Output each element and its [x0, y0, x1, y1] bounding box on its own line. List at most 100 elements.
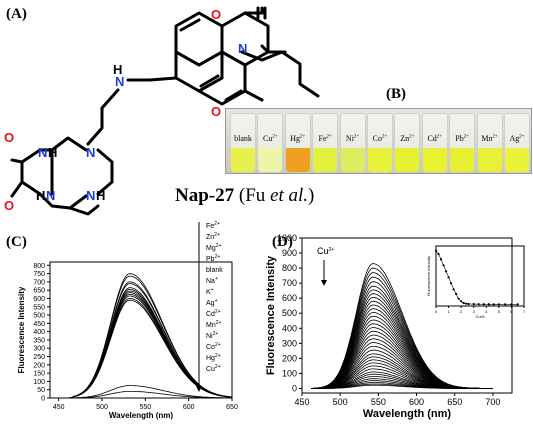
inset-point-0: [434, 249, 438, 252]
vial-3: Fe2+: [312, 113, 339, 173]
vial-liquid: [395, 148, 420, 172]
panel-label-b: (B): [386, 86, 406, 102]
y-tick-label: 300: [33, 346, 45, 353]
y-tick-label: 400: [282, 323, 297, 333]
y-tick-label: 100: [33, 379, 45, 386]
vial-label: Zn2+: [400, 134, 415, 143]
plot-frame: [49, 261, 233, 399]
inset-frame: [435, 245, 525, 307]
atom-n-ring-4-h: H: [96, 188, 105, 203]
y-tick-label: 200: [282, 353, 297, 363]
y-axis-label: Fluorescence Intensity: [17, 286, 26, 373]
inset-point-12: [465, 302, 468, 305]
vial-liquid: [258, 148, 283, 172]
y-tick-label: 600: [33, 296, 45, 303]
y-tick-label: 0: [292, 383, 297, 393]
vial-6: Zn2+: [394, 113, 421, 173]
atom-o-top: O: [211, 7, 221, 22]
naphthalimide-core: [174, 6, 320, 106]
compound-ref-italic: et al.: [270, 185, 309, 206]
legend-entry-6: K+: [206, 287, 214, 296]
inset-x-axis-label: Cu/H: [475, 314, 484, 319]
y-tick-label: 450: [33, 321, 45, 328]
x-tick-label: 650: [226, 404, 238, 411]
series-line-11: [63, 299, 233, 399]
legend-entry-10: Ni2+: [206, 331, 218, 340]
legend-entry-9: Mn2+: [206, 320, 222, 329]
inset-point-1: [437, 252, 440, 256]
vial-liquid: [285, 148, 310, 172]
inset-point-10: [460, 300, 463, 303]
vial-label: Ni2+: [345, 134, 360, 143]
inset-point-9: [457, 297, 460, 300]
inset-point-18: [492, 303, 495, 306]
inset-point-13: [467, 302, 470, 306]
y-tick-label: 300: [282, 338, 297, 348]
vial-label: Mn2+: [481, 134, 498, 143]
plot-frame: [301, 237, 513, 394]
compound-name: Nap-27: [175, 185, 235, 206]
y-tick-label: 500: [33, 313, 45, 320]
legend-entry-2: Mg2+: [206, 243, 222, 252]
x-tick-label: 700: [485, 397, 500, 407]
chemical-structure: O N O H N O O N H N H N N H: [4, 6, 320, 216]
vial-5: Co2+: [367, 113, 393, 173]
vial-10: Ag2+: [504, 113, 530, 173]
atom-n-ring-3: N: [46, 188, 55, 203]
vial-photo: blank Cu2+ Hg2+ Fe2+ Ni2+ Co2+ Zn2+ Cd2+ Pb2+ Mn2…: [225, 108, 532, 174]
legend-arrow-head: [196, 386, 202, 392]
atom-n-ring-1-h: H: [48, 145, 57, 160]
inset-point-7: [452, 288, 455, 291]
x-axis-label: Wavelength (nm): [109, 411, 173, 420]
vial-9: Mn2+: [476, 113, 503, 173]
inset-point-3: [442, 264, 445, 267]
inset-point-6: [449, 282, 453, 285]
vial-2: Hg2+: [284, 113, 311, 173]
chart-c: 450 500 550 600 6500501001502002503003504004…: [17, 221, 238, 420]
vial-liquid: [477, 148, 502, 172]
vial-8: Pb2+: [449, 113, 476, 173]
inset-x-tick-label: 4: [485, 309, 488, 314]
y-tick-label: 350: [33, 337, 45, 344]
vial-liquid: [340, 148, 365, 172]
vial-0: blank: [230, 113, 256, 173]
atom-n-ring-2: N: [86, 145, 95, 160]
y-tick-label: 800: [282, 263, 297, 273]
inset-point-8: [455, 292, 458, 296]
legend-entry-0: Fe2+: [206, 221, 220, 230]
x-tick-label: 550: [139, 404, 151, 411]
inset-x-tick-label: 7: [523, 309, 526, 314]
y-tick-label: 550: [33, 304, 45, 311]
series-line-13: [63, 391, 232, 399]
macrocycle: [10, 136, 114, 216]
y-tick-label: 500: [282, 308, 297, 318]
inset-x-tick-label: 0: [435, 309, 438, 314]
inset-y-axis-label: Fluorescence Intensity: [426, 256, 431, 296]
legend-entry-4: blank: [206, 267, 223, 274]
x-tick-label: 550: [371, 397, 386, 407]
inset-point-5: [447, 276, 450, 279]
y-tick-label: 150: [33, 371, 45, 378]
legend-entry-1: Zn2+: [206, 232, 220, 241]
inset-point-19: [497, 303, 500, 306]
panel-label-c: (C): [6, 234, 27, 250]
inset-point-21: [510, 303, 513, 306]
x-tick-label: 450: [53, 404, 65, 411]
y-tick-label: 400: [33, 329, 45, 336]
y-tick-label: 800: [33, 263, 45, 270]
y-tick-label: 700: [33, 279, 45, 286]
inset-x-tick-label: 6: [510, 309, 513, 314]
y-tick-label: 50: [37, 387, 45, 394]
y-tick-label: 100: [282, 368, 297, 378]
y-tick-label: 0: [41, 396, 45, 403]
inset-x-tick-label: 1: [447, 309, 450, 314]
y-tick-label: 250: [33, 354, 45, 361]
x-tick-label: 500: [96, 404, 108, 411]
chart-d: 450 500 550 600 650 7000100200300400500600700…: [265, 233, 526, 420]
x-tick-label: 650: [447, 397, 462, 407]
x-tick-label: 450: [294, 397, 309, 407]
vial-liquid: [422, 148, 447, 172]
inset-point-15: [477, 303, 480, 306]
x-tick-label: 500: [333, 397, 348, 407]
compound-caption: Nap-27 (Fu et al.): [175, 185, 314, 207]
